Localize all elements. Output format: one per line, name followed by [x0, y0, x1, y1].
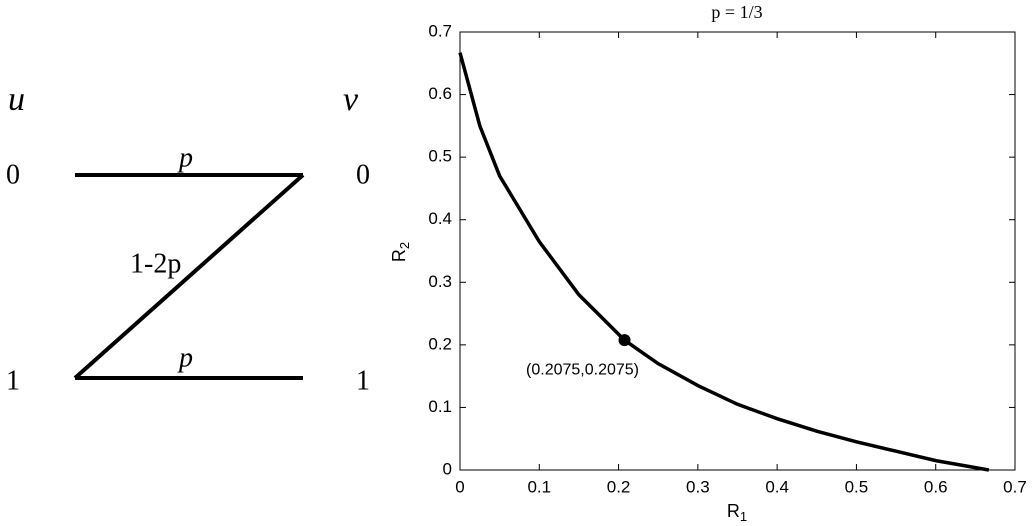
- annotation-point: [618, 334, 631, 347]
- y-tick-label: 0.6: [428, 84, 452, 103]
- edge-label: p: [177, 342, 193, 373]
- edge-label: p: [177, 142, 193, 173]
- edge: [73, 173, 305, 380]
- input-label: u: [8, 81, 25, 118]
- x-tick-label: 0: [455, 477, 464, 496]
- y-tick-label: 0.3: [428, 272, 452, 291]
- y-axis-label-sub: 2: [397, 242, 412, 249]
- x-axis-label-sub: 1: [740, 509, 747, 524]
- input-symbol: 1: [6, 365, 20, 396]
- x-tick-label: 0.7: [1003, 477, 1027, 496]
- output-symbol: 1: [356, 365, 370, 396]
- plot-frame: [459, 31, 1016, 471]
- annotation-label: (0.2075,0.2075): [526, 361, 639, 378]
- x-tick-label: 0.4: [765, 477, 789, 496]
- edge-label: 1-2p: [130, 248, 181, 279]
- x-tick-label: 0.3: [686, 477, 710, 496]
- curve: [458, 52, 990, 472]
- y-tick-label: 0.7: [428, 21, 452, 40]
- x-tick-label: 0.6: [924, 477, 948, 496]
- x-axis-label-main: R: [727, 501, 740, 521]
- y-tick-label: 0.1: [428, 397, 452, 416]
- x-axis-label: R1: [727, 501, 747, 525]
- y-axis-label-main: R: [389, 249, 409, 262]
- output-symbol: 0: [356, 159, 370, 190]
- x-tick-label: 0.1: [527, 477, 551, 496]
- chart-title: p = 1/3: [711, 2, 762, 22]
- plot: p = 1/3 R1 R2: [389, 2, 1016, 525]
- x-tick-label: 0.5: [845, 477, 869, 496]
- x-tick-label: 0.2: [607, 477, 631, 496]
- y-tick-label: 0.5: [428, 147, 452, 166]
- y-tick-label: 0.2: [428, 334, 452, 353]
- channel-diagram: u v 0 1 0 1 p p 1-2p: [6, 81, 370, 397]
- y-tick-label: 0.4: [428, 209, 452, 228]
- input-symbol: 0: [6, 159, 20, 190]
- output-label: v: [343, 81, 359, 118]
- y-tick-label: 0: [443, 459, 452, 478]
- y-axis-label: R2: [389, 242, 413, 262]
